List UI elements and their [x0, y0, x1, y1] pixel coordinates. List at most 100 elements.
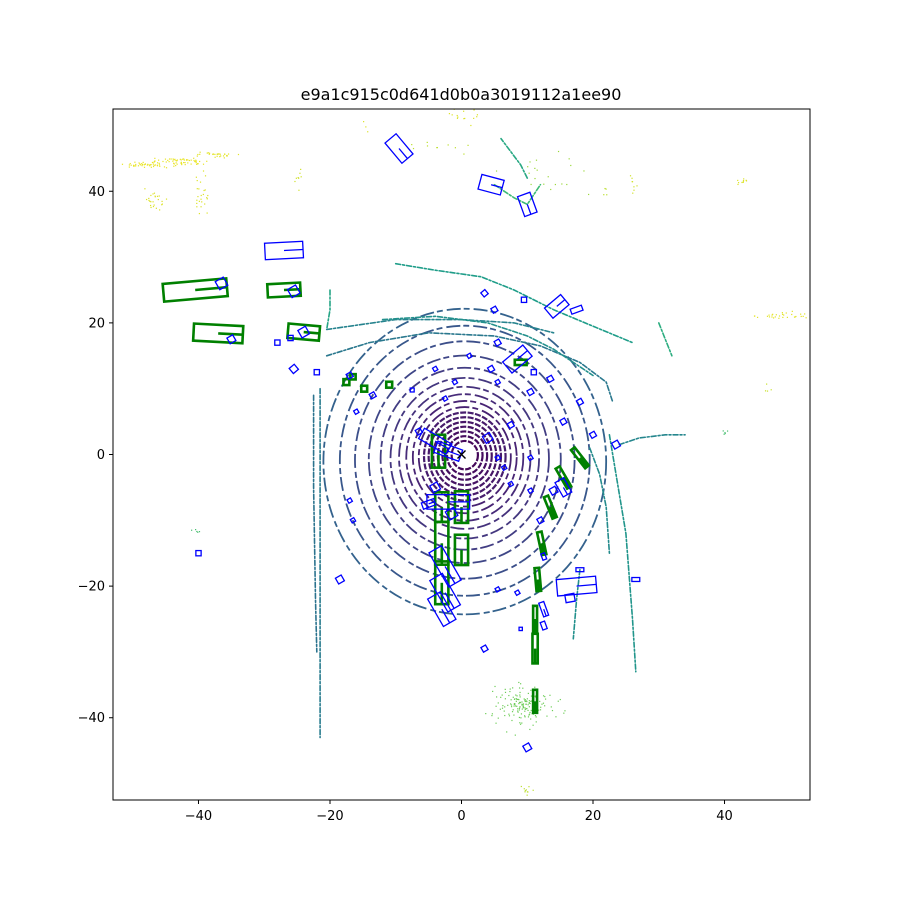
lidar-point	[491, 715, 493, 717]
prediction-box-heading	[444, 566, 456, 584]
lidar-point	[491, 713, 493, 715]
point-clusters	[121, 109, 807, 796]
lidar-point	[237, 153, 240, 156]
ground-truth-box	[531, 604, 539, 634]
lidar-point	[176, 160, 178, 162]
lidar-point	[175, 164, 177, 167]
lidar-point	[724, 432, 726, 435]
lidar-point	[196, 163, 198, 165]
prediction-box	[479, 288, 490, 298]
lidar-rings	[322, 307, 608, 616]
lidar-point	[128, 164, 130, 166]
lidar-point	[743, 178, 745, 180]
lidar-point	[150, 194, 152, 197]
plot-area	[121, 109, 807, 796]
prediction-box	[526, 387, 535, 397]
prediction-box-heading	[448, 450, 461, 457]
lidar-point	[195, 161, 197, 163]
lidar-point	[503, 710, 505, 712]
lidar-ring	[389, 377, 540, 540]
lidar-point	[517, 698, 519, 700]
prediction-box	[481, 431, 495, 445]
prediction-box	[195, 549, 202, 557]
ground-truth-box	[384, 380, 394, 389]
ground-truth-box-heading	[195, 285, 228, 292]
prediction-box	[286, 284, 301, 299]
point-cluster	[121, 161, 166, 168]
lidar-point	[200, 198, 202, 200]
prediction-box	[334, 574, 346, 585]
lidar-point	[299, 172, 301, 174]
lidar-point	[510, 706, 513, 708]
prediction-box-outline	[428, 481, 442, 494]
lidar-point	[519, 696, 521, 698]
prediction-box	[489, 305, 499, 315]
lidar-point	[298, 189, 300, 191]
prediction-box	[426, 591, 457, 628]
lidar-point	[521, 703, 523, 705]
prediction-box-outline	[313, 368, 321, 376]
lidar-point	[507, 704, 509, 706]
lidar-point	[216, 155, 218, 157]
lidar-point	[775, 314, 777, 316]
lidar-point	[158, 159, 160, 161]
prediction-box-heading	[543, 608, 547, 617]
lidar-point	[768, 314, 770, 316]
prediction-box	[346, 497, 354, 505]
prediction-box-outline	[494, 378, 502, 386]
lidar-point	[774, 316, 776, 318]
prediction-box-outline	[481, 431, 495, 445]
prediction-box-outline	[479, 288, 490, 298]
lidar-point	[153, 161, 155, 163]
prediction-box	[345, 371, 355, 380]
lidar-point	[202, 163, 205, 165]
lidar-point	[781, 313, 784, 315]
lidar-point	[521, 722, 523, 724]
lidar-point	[206, 152, 208, 154]
x-tick-label: 20	[585, 809, 602, 824]
lidar-point	[546, 715, 548, 717]
lidar-point	[771, 314, 773, 316]
lidar-point	[513, 703, 515, 705]
lidar-point	[527, 716, 530, 718]
lidar-ring	[411, 400, 518, 515]
lidar-ring	[450, 439, 480, 471]
lidar-point	[535, 721, 537, 723]
lidar-point	[218, 153, 220, 155]
prediction-box-heading	[526, 204, 532, 215]
ground-truth-box-outline	[531, 604, 539, 634]
lidar-point	[224, 153, 226, 155]
lidar-point	[742, 180, 745, 182]
prediction-box-outline	[513, 589, 521, 597]
prediction-box-outline	[195, 549, 202, 557]
lidar-point	[766, 383, 768, 385]
prediction-box-outline	[539, 551, 548, 562]
lidar-ring	[445, 435, 484, 476]
lidar-point	[214, 153, 216, 156]
point-cluster	[753, 310, 807, 319]
prediction-box-outline	[539, 620, 549, 631]
lidar-point	[528, 714, 530, 716]
lidar-point	[523, 698, 525, 700]
prediction-box	[521, 742, 533, 753]
lidar-point	[526, 794, 528, 796]
lidar-point	[454, 147, 456, 149]
prediction-box	[409, 387, 415, 393]
lidar-point	[588, 193, 590, 196]
prediction-box-outline	[535, 515, 545, 525]
lidar-point	[146, 164, 148, 166]
prediction-box	[539, 551, 548, 562]
lidar-point	[206, 197, 208, 199]
lidar-point	[506, 731, 508, 733]
prediction-box	[214, 276, 229, 291]
lidar-point	[193, 157, 195, 159]
lidar-point	[521, 708, 523, 710]
lidar-point	[540, 706, 542, 708]
prediction-box-outline	[530, 368, 538, 376]
prediction-box-outline	[558, 417, 568, 427]
lidar-point	[165, 198, 168, 200]
lidar-point	[534, 686, 536, 688]
prediction-box	[554, 476, 573, 498]
lidar-point	[514, 703, 516, 705]
